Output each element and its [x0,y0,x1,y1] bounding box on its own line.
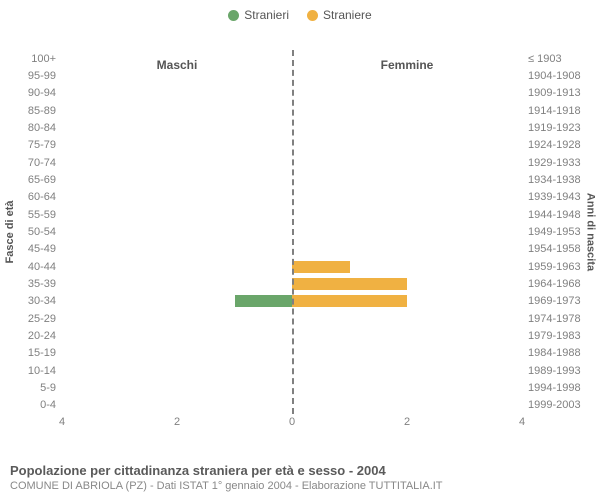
chart-area: Maschi Femmine Fasce di età Anni di nasc… [0,22,600,442]
birth-year-label: 1954-1958 [528,243,581,255]
birth-year-label: 1939-1943 [528,191,581,203]
x-tick-label: 4 [59,416,65,428]
birth-year-label: 1969-1973 [528,295,581,307]
birth-year-label: 1964-1968 [528,278,581,290]
age-label: 75-79 [28,139,56,151]
birth-year-label: 1924-1928 [528,139,581,151]
legend-label-female: Straniere [323,8,372,22]
age-label: 55-59 [28,209,56,221]
age-label: 70-74 [28,157,56,169]
legend-item-male: Stranieri [228,8,289,22]
birth-year-label: 1994-1998 [528,382,581,394]
chart-subtitle: COMUNE DI ABRIOLA (PZ) - Dati ISTAT 1° g… [10,480,590,492]
bar-female [292,295,407,307]
age-label: 35-39 [28,278,56,290]
age-label: 95-99 [28,70,56,82]
bar-female [292,278,407,290]
birth-year-label: 1974-1978 [528,313,581,325]
age-label: 65-69 [28,174,56,186]
age-label: 5-9 [40,382,56,394]
x-tick-label: 0 [289,416,295,428]
birth-year-label: 1984-1988 [528,347,581,359]
age-label: 85-89 [28,105,56,117]
bar-male [235,295,293,307]
age-label: 30-34 [28,295,56,307]
birth-year-label: 1914-1918 [528,105,581,117]
legend-swatch-female [307,10,318,21]
age-label: 10-14 [28,365,56,377]
legend-item-female: Straniere [307,8,372,22]
age-label: 20-24 [28,330,56,342]
legend: Stranieri Straniere [0,0,600,22]
birth-year-label: 1919-1923 [528,122,581,134]
age-label: 15-19 [28,347,56,359]
bar-female [292,261,350,273]
y-axis-left-label: Fasce di età [4,201,16,264]
birth-year-label: 1949-1953 [528,226,581,238]
birth-year-label: 1934-1938 [528,174,581,186]
age-label: 0-4 [40,399,56,411]
age-label: 45-49 [28,243,56,255]
birth-year-label: 1944-1948 [528,209,581,221]
x-tick-label: 4 [519,416,525,428]
age-label: 80-84 [28,122,56,134]
birth-year-label: 1929-1933 [528,157,581,169]
legend-swatch-male [228,10,239,21]
birth-year-label: 1989-1993 [528,365,581,377]
age-label: 50-54 [28,226,56,238]
x-tick-label: 2 [174,416,180,428]
birth-year-label: 1959-1963 [528,261,581,273]
age-label: 90-94 [28,87,56,99]
plot-area: Maschi Femmine Fasce di età Anni di nasc… [62,50,522,414]
x-axis-ticks: 4 2 0 2 4 [62,416,522,436]
birth-year-label: ≤ 1903 [528,53,562,65]
legend-label-male: Stranieri [244,8,289,22]
birth-year-label: 1979-1983 [528,330,581,342]
zero-axis-line [292,50,294,414]
x-tick-label: 2 [404,416,410,428]
chart-title: Popolazione per cittadinanza straniera p… [10,463,590,478]
age-label: 60-64 [28,191,56,203]
age-label: 100+ [31,53,56,65]
birth-year-label: 1909-1913 [528,87,581,99]
chart-titles: Popolazione per cittadinanza straniera p… [10,463,590,492]
birth-year-label: 1999-2003 [528,399,581,411]
y-axis-right-label: Anni di nascita [584,193,596,271]
age-label: 25-29 [28,313,56,325]
birth-year-label: 1904-1908 [528,70,581,82]
age-label: 40-44 [28,261,56,273]
